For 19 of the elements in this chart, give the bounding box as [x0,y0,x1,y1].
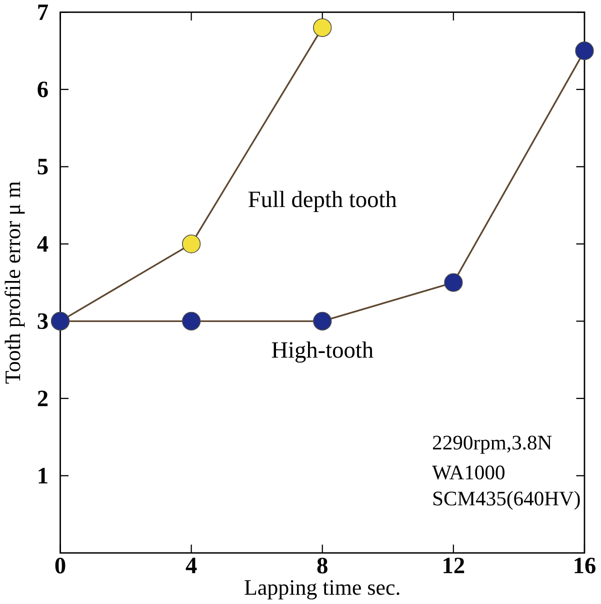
y-tick-label: 3 [38,313,48,330]
y-tick-label: 7 [38,4,48,20]
x-tick-label: 4 [186,558,197,574]
x-tick-label: 8 [317,558,328,574]
y-tick-label: 4 [37,236,48,252]
series-label: High-tooth [272,341,374,363]
annotation: 2290rpm,3.8N [433,436,552,454]
x-tick-label: 0 [55,558,66,574]
y-tick-label: 2 [38,390,48,406]
y-tick-label: 1 [38,468,48,484]
y-tick-label: 5 [38,158,48,174]
y-axis-title: Tooth profile error μ m [4,181,25,384]
series-label: Full depth tooth [248,190,397,212]
x-axis-title: Lapping time sec. [244,580,400,600]
annotation: SCM435(640HV) [434,491,580,510]
x-tick-label: 12 [444,558,464,574]
y-tick-label: 6 [38,82,48,98]
annotation: WA1000 [432,466,505,480]
x-tick-label: 16 [574,558,596,574]
